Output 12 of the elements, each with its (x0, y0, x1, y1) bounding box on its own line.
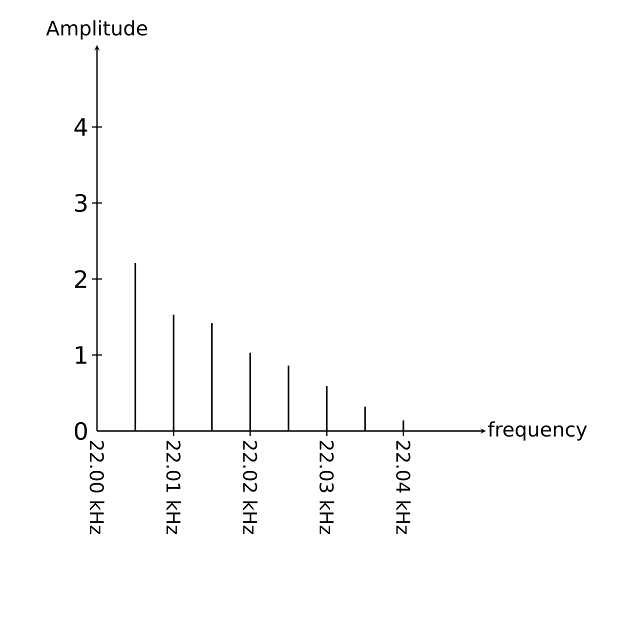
x-axis-title: frequency (488, 421, 587, 441)
y-tick-label: 0 (74, 422, 87, 440)
y-tick-label: 2 (75, 270, 86, 288)
y-tick-label: 1 (76, 346, 86, 364)
y-tick-label: 3 (75, 194, 87, 212)
x-tick-label: 22.04 kHz (396, 440, 411, 534)
y-axis-title: Amplitude (46, 20, 148, 40)
x-tick-label: 22.02 kHz (242, 440, 258, 534)
y-tick-label: 4 (74, 118, 88, 136)
x-tick-label: 22.00 kHz (90, 440, 104, 534)
x-tick-label: 22.03 kHz (319, 440, 334, 534)
x-tick-label: 22.01 kHz (166, 440, 181, 534)
